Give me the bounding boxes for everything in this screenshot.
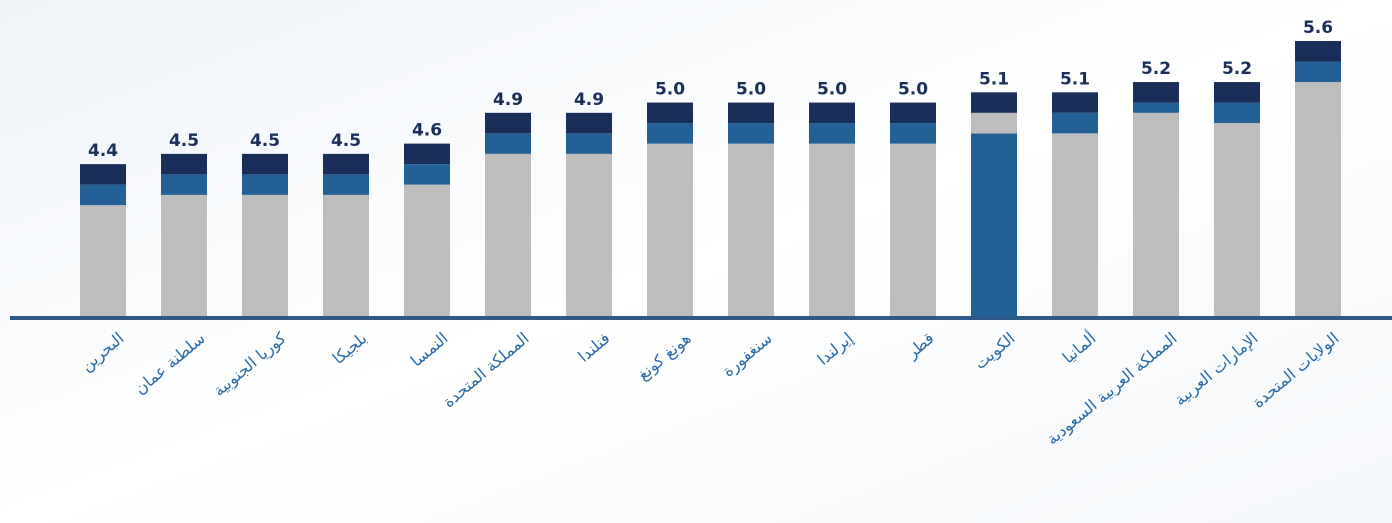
total-label: 4.5 (331, 131, 361, 151)
bar-segment (809, 102, 855, 124)
bar-segment (404, 164, 450, 185)
total-label: 5.6 (1303, 18, 1333, 38)
bar-segment (323, 194, 369, 318)
bar-segment (566, 153, 612, 318)
bar-segment (485, 153, 531, 318)
bar-segment (1052, 133, 1098, 318)
bar-segment (728, 143, 774, 318)
bar-segment (971, 92, 1017, 113)
bar-segment (1214, 82, 1260, 103)
total-label: 5.0 (736, 80, 766, 100)
bar-segment (647, 102, 693, 124)
bar-segment (971, 112, 1017, 134)
bar-segment (890, 123, 936, 144)
bar-segment (1133, 82, 1179, 103)
bar-segment (161, 194, 207, 318)
bar-segment (404, 184, 450, 318)
bar-segment (1214, 102, 1260, 124)
bar-segment (80, 184, 126, 206)
bar-segment (1295, 41, 1341, 62)
bar-segment (485, 133, 531, 154)
total-label: 5.0 (898, 80, 928, 100)
bar-segment (323, 174, 369, 195)
bar-segment (890, 102, 936, 124)
total-label: 5.2 (1222, 59, 1252, 79)
bar-segment (971, 133, 1017, 318)
bar-segment (242, 153, 288, 175)
total-label: 4.6 (412, 121, 442, 141)
total-label: 4.9 (493, 90, 523, 110)
bar-segment (1133, 112, 1179, 318)
bar-segment (323, 153, 369, 175)
total-label: 5.1 (979, 69, 1009, 89)
bar-segment (485, 112, 531, 134)
total-label: 5.0 (817, 80, 847, 100)
bar-segment (404, 143, 450, 165)
total-label: 4.4 (88, 141, 118, 161)
bar-segment (566, 133, 612, 154)
bar-segment (728, 102, 774, 124)
bar-segment (566, 112, 612, 134)
bar-segment (80, 164, 126, 185)
bar-segment (161, 174, 207, 195)
bar-segment (80, 205, 126, 318)
bar-segment (242, 174, 288, 195)
bar-segment (1052, 112, 1098, 134)
bar-segment (1052, 92, 1098, 113)
bar-segment (647, 143, 693, 318)
total-label: 5.0 (655, 80, 685, 100)
bar-segment (1133, 102, 1179, 113)
bar-segment (161, 153, 207, 175)
bar-segment (728, 123, 774, 144)
x-axis (10, 316, 1392, 320)
bar-segment (1295, 61, 1341, 83)
total-label: 4.5 (250, 131, 280, 151)
total-label: 4.5 (169, 131, 199, 151)
bar-segment (890, 143, 936, 318)
total-label: 4.9 (574, 90, 604, 110)
bar-segment (242, 194, 288, 318)
bar-segment (1295, 82, 1341, 318)
total-label: 5.2 (1141, 59, 1171, 79)
bar-segment (809, 143, 855, 318)
bar-segment (647, 123, 693, 144)
total-label: 5.1 (1060, 69, 1090, 89)
bar-segment (1214, 123, 1260, 318)
bar-segment (809, 123, 855, 144)
